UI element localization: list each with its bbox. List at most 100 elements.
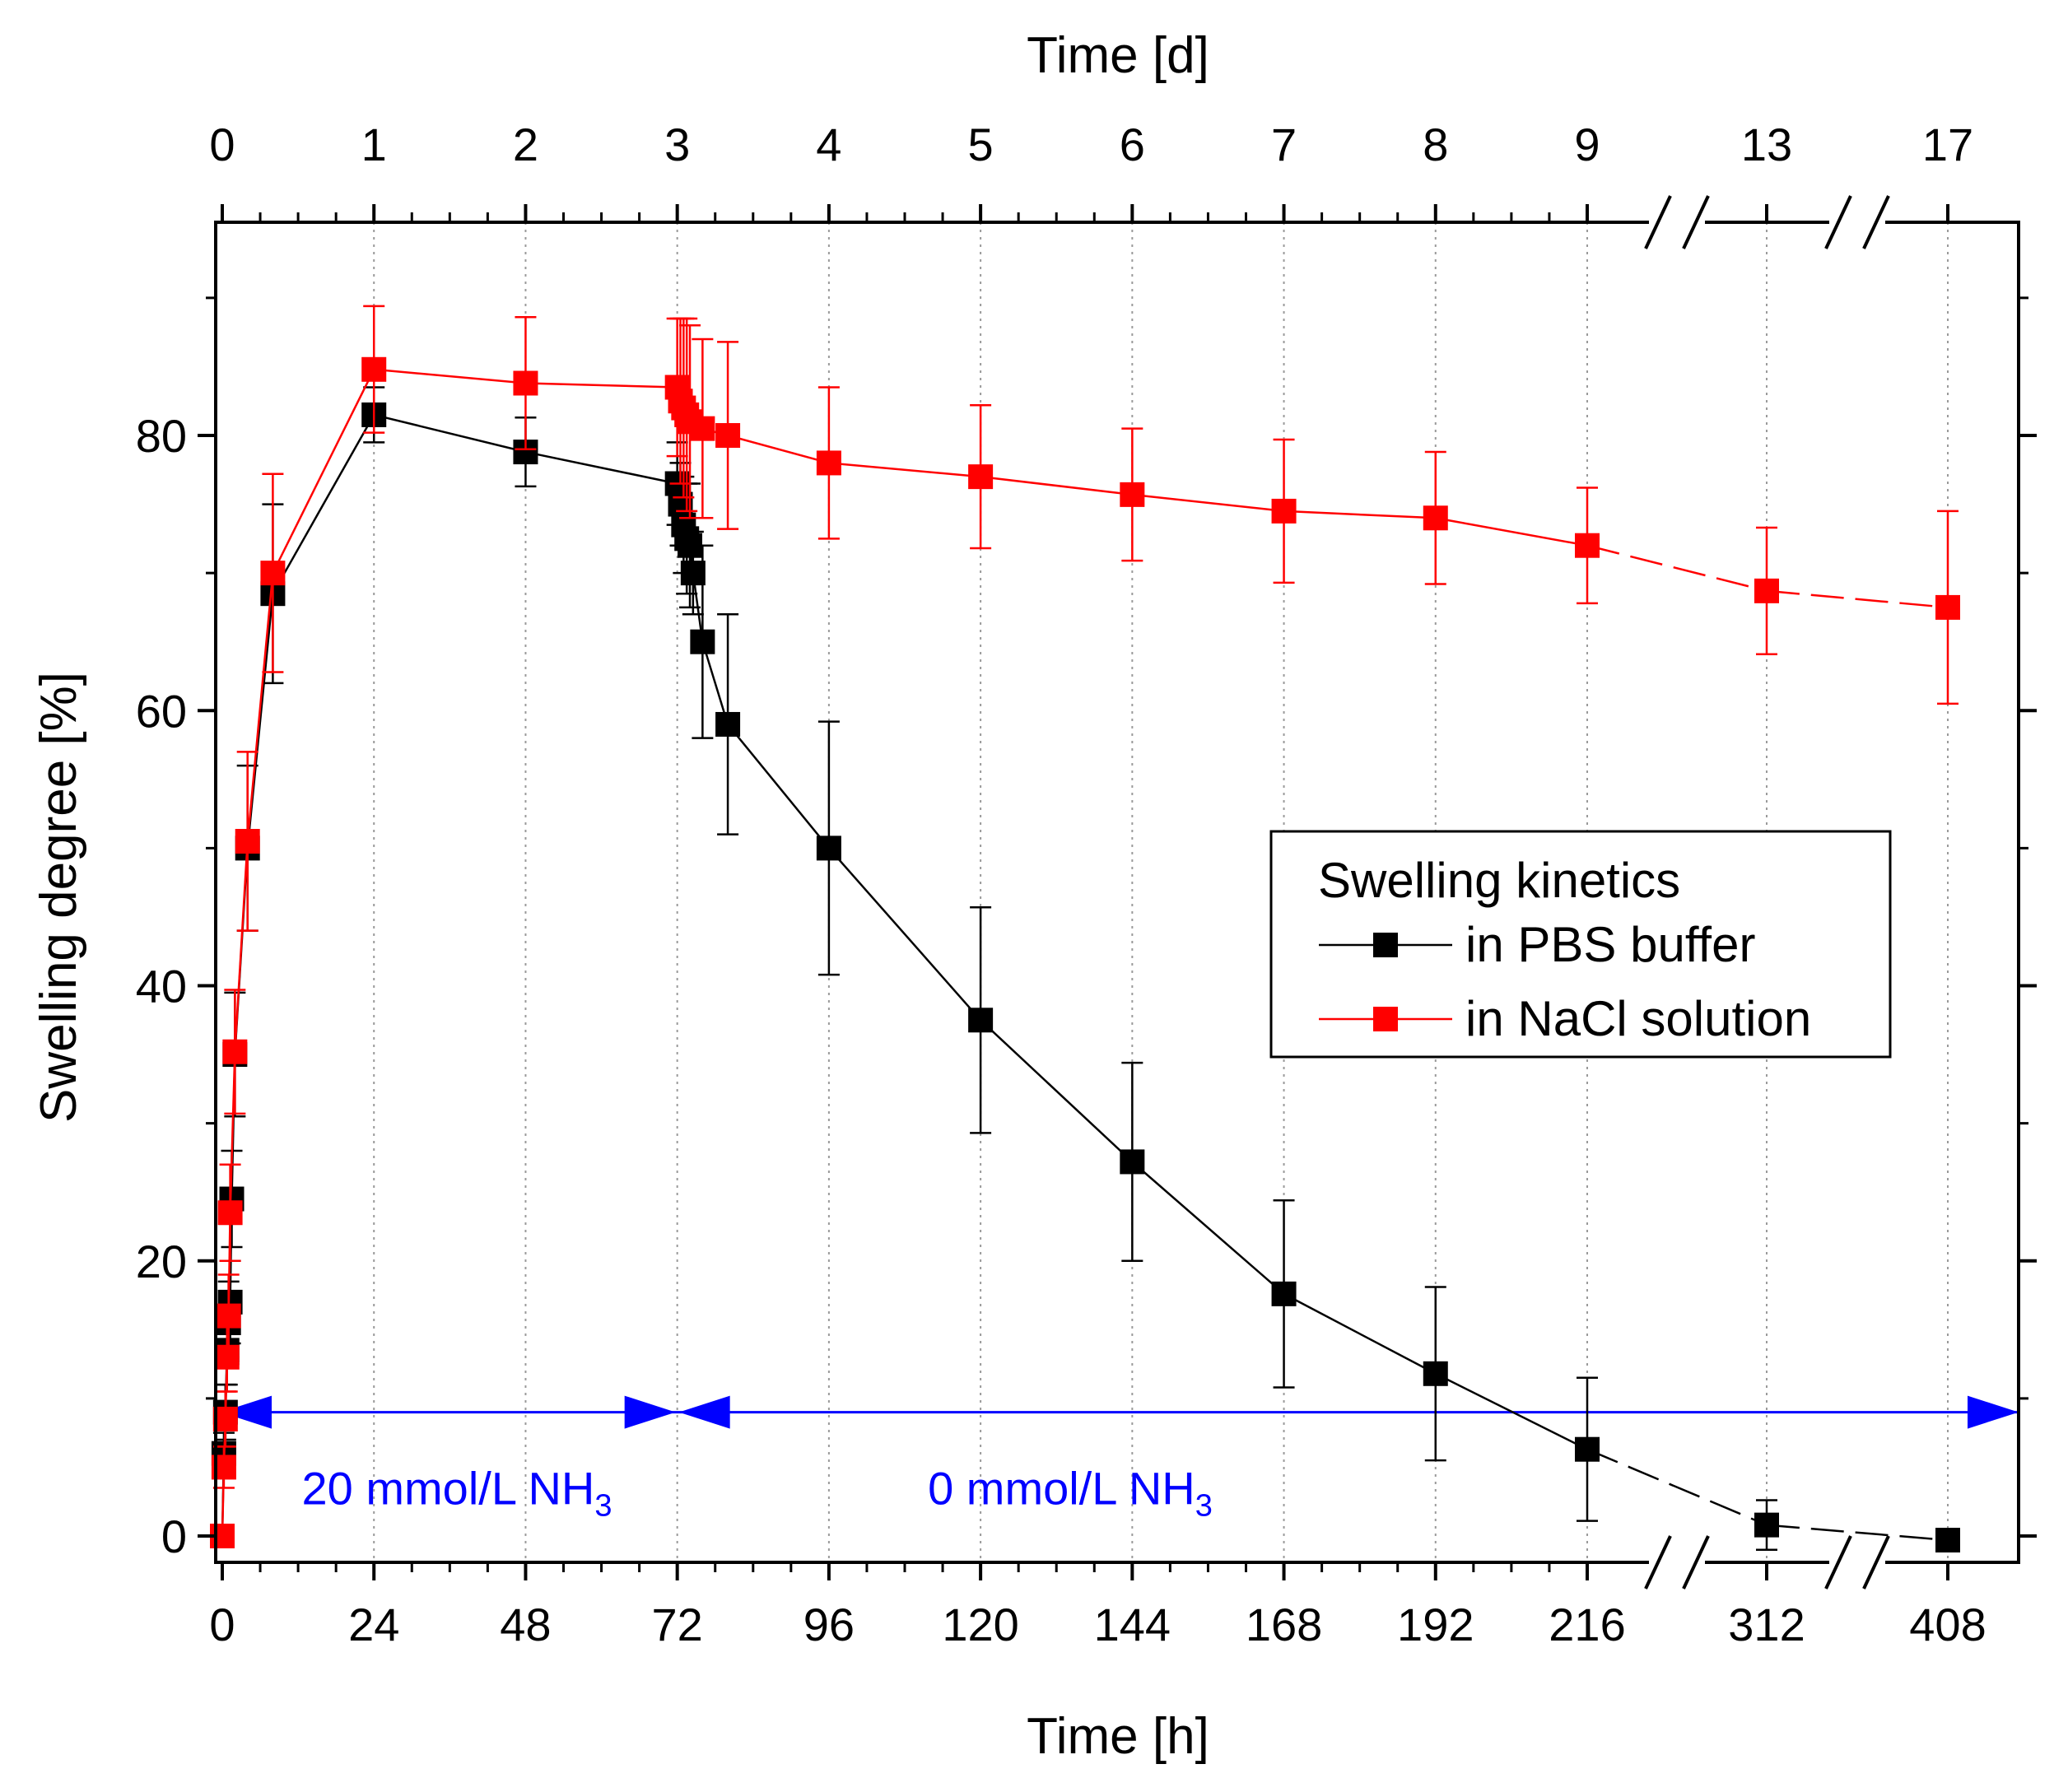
legend-marker <box>1373 1007 1398 1031</box>
x-tick-label: 216 <box>1549 1599 1625 1650</box>
data-point <box>1575 533 1600 558</box>
annotation-layer: 20 mmol/L NH3 0 mmol/L NH3 <box>216 1395 2019 1524</box>
arrowhead-left <box>221 1395 272 1429</box>
x-tick-label: 48 <box>500 1599 551 1650</box>
data-point <box>513 370 538 396</box>
axis-break-mark <box>1824 1535 1852 1590</box>
data-point <box>1271 1281 1297 1306</box>
axis-break-mark <box>1682 1535 1710 1590</box>
data-point <box>1120 482 1145 507</box>
series-line-segment <box>234 840 249 1052</box>
data-point <box>816 835 841 861</box>
top-tick-label: 5 <box>968 119 994 170</box>
top-tick-label: 4 <box>816 119 841 170</box>
y-tick-label: 20 <box>136 1236 187 1287</box>
data-point <box>1935 1528 1960 1553</box>
data-point <box>216 1303 241 1329</box>
data-point <box>968 464 994 490</box>
series-line-segment <box>525 382 678 389</box>
data-point <box>690 416 715 441</box>
axis-break-mark <box>1644 195 1672 249</box>
arrowhead-right <box>624 1395 676 1429</box>
data-point <box>1271 498 1297 524</box>
plot-frame <box>214 221 2020 1564</box>
arrowhead-left <box>678 1395 730 1429</box>
legend-marker <box>1373 933 1398 957</box>
x-tick-label: 192 <box>1397 1599 1474 1650</box>
data-point <box>1754 578 1779 603</box>
top-tick-label: 3 <box>664 119 690 170</box>
y-tick-label: 80 <box>136 410 187 462</box>
legend-entry-label: in PBS buffer <box>1465 917 1755 972</box>
top-tick-label: 1 <box>361 119 387 170</box>
data-point <box>968 1008 994 1033</box>
top-tick-label: 17 <box>1922 119 1973 170</box>
data-point <box>1423 1361 1448 1386</box>
label-0-mmol-nh3: 0 mmol/L NH3 <box>928 1463 1213 1524</box>
x-tick-label: 312 <box>1728 1599 1805 1650</box>
series-line-segment <box>701 641 729 725</box>
data-point <box>217 1200 243 1226</box>
series-line-segment <box>373 413 526 454</box>
x-tick-label: 408 <box>1909 1599 1986 1650</box>
top-tick-label: 13 <box>1741 119 1792 170</box>
top-tick-label: 2 <box>513 119 538 170</box>
legend-entry-label: in NaCl solution <box>1465 991 1811 1046</box>
series-line-segment <box>1283 510 1436 519</box>
data-point <box>1575 1436 1600 1462</box>
series-line-segment <box>1766 1524 1949 1542</box>
y-tick-label: 0 <box>161 1510 187 1562</box>
x-tick-label: 24 <box>348 1599 399 1650</box>
arrowhead-right <box>1968 1395 2019 1429</box>
axis-break-mark <box>1824 195 1852 249</box>
data-point <box>235 829 260 854</box>
axis-break-mark <box>1862 195 1890 249</box>
data-point <box>361 356 387 382</box>
series-line-segment <box>727 724 830 849</box>
legend: Swelling kinetics in PBS buffer in NaCl so… <box>1269 830 1892 1059</box>
series-line-segment <box>525 450 678 485</box>
top-tick-label: 9 <box>1574 119 1600 170</box>
top-tick-label: 0 <box>209 119 235 170</box>
axis-break-mark <box>1682 195 1710 249</box>
data-point <box>715 711 741 737</box>
axis-break-mark <box>1862 1535 1890 1590</box>
data-point <box>678 533 703 558</box>
series-line-segment <box>246 573 274 842</box>
series-line-segment <box>1283 1292 1437 1375</box>
axis-break-gap <box>1649 216 1705 229</box>
y-tick-label: 40 <box>136 961 187 1012</box>
x-tick-label: 120 <box>942 1599 1018 1650</box>
data-point <box>1754 1512 1779 1538</box>
x-tick-label: 96 <box>803 1599 855 1650</box>
series-line-segment <box>1132 493 1284 513</box>
series-line-segment <box>1131 1161 1285 1295</box>
data-point <box>680 561 706 586</box>
series-line-segment <box>828 462 981 478</box>
series-line-segment <box>980 1019 1134 1163</box>
data-point <box>816 450 841 476</box>
series-line-segment <box>980 475 1133 496</box>
top-axis-title: Time [d] <box>1027 27 1209 84</box>
y-tick-label: 60 <box>136 685 187 737</box>
y-axis-title: Swelling degree [%] <box>30 672 87 1123</box>
axis-break-gap <box>1649 1556 1705 1569</box>
top-tick-label: 6 <box>1120 119 1145 170</box>
series-line-segment <box>374 368 526 384</box>
series-line-segment <box>1435 1372 1588 1450</box>
series-line-segment <box>1586 544 1768 593</box>
data-point <box>222 1039 248 1064</box>
data-point <box>1120 1149 1145 1175</box>
data-point <box>715 423 741 448</box>
data-point <box>690 629 715 654</box>
axes-layer: 0024148272396412051446168719282169312134… <box>136 119 2037 1650</box>
series-line-segment <box>1586 1448 1768 1526</box>
series-line-segment <box>1435 517 1588 547</box>
data-point <box>260 561 286 586</box>
top-tick-label: 7 <box>1271 119 1297 170</box>
x-tick-label: 168 <box>1246 1599 1322 1650</box>
series-line-segment <box>827 847 982 1022</box>
top-tick-label: 8 <box>1423 119 1448 170</box>
